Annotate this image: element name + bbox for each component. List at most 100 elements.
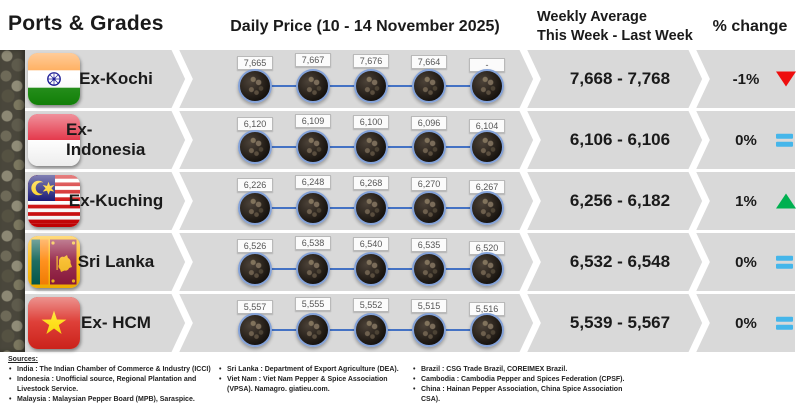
peppercorn-data-point-icon (238, 69, 272, 103)
price-value-label: 6,268 (353, 176, 389, 190)
source-item: Cambodia : Cambodia Pepper and Spices Fe… (412, 375, 642, 385)
source-item: India : The Indian Chamber of Commerce &… (8, 365, 213, 375)
equal-trend-icon (776, 133, 793, 147)
pct-change-value: 1% (735, 192, 757, 210)
pct-change-value: -1% (732, 70, 760, 88)
price-value-label: 7,676 (353, 54, 389, 68)
chevron-divider-icon (170, 289, 193, 357)
peppercorn-data-point-icon (470, 252, 504, 286)
price-row-ex-hcm: Ex- HCM 5,557 5,555 5,552 5,515 5,516 5,… (25, 289, 795, 357)
weekly-average-value: 6,106 - 6,106 (569, 130, 671, 149)
price-value-label: 7,665 (237, 56, 273, 70)
peppercorn-data-point-icon (470, 69, 504, 103)
sources-column-1: India : The Indian Chamber of Commerce &… (8, 365, 213, 406)
port-name: Ex-Indonesia (66, 120, 146, 159)
chevron-divider-icon (518, 167, 541, 235)
port-name: Sri Lanka (77, 252, 155, 271)
port-name: Ex-Kochi (79, 69, 153, 88)
sources-column-3: Brazil : CSG Trade Brazil, COREIMEX Braz… (412, 365, 642, 406)
pct-change-heading: % change (712, 18, 788, 35)
source-item: Brazil : CSG Trade Brazil, COREIMEX Braz… (412, 365, 642, 375)
peppercorn-data-point-icon (470, 313, 504, 347)
peppercorn-data-point-icon (412, 130, 446, 164)
peppercorn-data-point-icon (354, 191, 388, 225)
price-value-label: 7,664 (411, 55, 447, 69)
price-value-label: 5,515 (411, 299, 447, 313)
peppercorn-data-point-icon (296, 252, 330, 286)
weekly-average-value: 6,532 - 6,548 (569, 252, 671, 271)
down-trend-icon (776, 71, 796, 87)
up-trend-icon (776, 193, 796, 209)
price-value-label: 6,100 (353, 115, 389, 129)
peppercorn-data-point-icon (296, 69, 330, 103)
chevron-divider-icon (170, 228, 193, 296)
peppercorn-data-point-icon (238, 130, 272, 164)
source-item: China : Hainan Pepper Association, China… (412, 385, 642, 405)
price-value-label: 6,538 (295, 236, 331, 250)
peppercorn-data-point-icon (296, 191, 330, 225)
price-row-sri-lanka: Sri Lanka 6,526 6,538 6,540 6,535 6,520 … (25, 228, 795, 296)
chevron-divider-icon (518, 45, 541, 113)
price-value-label: 6,109 (295, 114, 331, 128)
weekly-average-line1: Weekly Average (537, 9, 647, 25)
price-value-label: 6,248 (295, 175, 331, 189)
peppercorn-photo-strip (0, 50, 25, 352)
peppercorn-data-point-icon (238, 252, 272, 286)
sources-column-2: Sri Lanka : Department of Export Agricul… (218, 365, 410, 395)
chevron-divider-icon (170, 45, 193, 113)
price-value-label: 5,555 (295, 297, 331, 311)
daily-price-sparkline: 5,557 5,555 5,552 5,515 5,516 (226, 294, 516, 352)
price-value-label: 6,096 (411, 116, 447, 130)
chevron-divider-icon (170, 106, 193, 174)
peppercorn-data-point-icon (238, 313, 272, 347)
daily-price-sparkline: 7,665 7,667 7,676 7,664 - (226, 50, 516, 108)
sources-label: Sources: (8, 356, 38, 363)
source-item: Malaysia : Malaysian Pepper Board (MPB),… (8, 395, 213, 405)
source-item: Viet Nam : Viet Nam Pepper & Spice Assoc… (218, 375, 410, 395)
chevron-divider-icon (170, 167, 193, 235)
peppercorn-data-point-icon (238, 191, 272, 225)
peppercorn-data-point-icon (412, 191, 446, 225)
peppercorn-data-point-icon (354, 252, 388, 286)
peppercorn-data-point-icon (354, 313, 388, 347)
peppercorn-data-point-icon (354, 69, 388, 103)
price-value-label: 6,226 (237, 178, 273, 192)
price-value-label: 6,120 (237, 117, 273, 131)
weekly-average-heading: Weekly Average This Week - Last Week (537, 8, 693, 46)
daily-price-sparkline: 6,120 6,109 6,100 6,096 6,104 (226, 111, 516, 169)
weekly-average-value: 5,539 - 5,567 (569, 313, 671, 332)
daily-price-sparkline: 6,226 6,248 6,268 6,270 6,267 (226, 172, 516, 230)
daily-price-sparkline: 6,526 6,538 6,540 6,535 6,520 (226, 233, 516, 291)
daily-price-heading: Daily Price (10 - 14 November 2025) (230, 18, 500, 35)
equal-trend-icon (776, 255, 793, 269)
price-value-label: 7,667 (295, 53, 331, 67)
india-flag-icon (28, 53, 80, 105)
price-value-label: 6,540 (353, 237, 389, 251)
price-row-ex-kochi: Ex-Kochi 7,665 7,667 7,676 7,664 - 7,668… (25, 45, 796, 113)
price-value-label: 5,557 (237, 300, 273, 314)
peppercorn-data-point-icon (412, 69, 446, 103)
peppercorn-data-point-icon (296, 130, 330, 164)
price-row-ex-indonesia: Ex-Indonesia 6,120 6,109 6,100 6,096 6,1… (25, 106, 795, 174)
price-value-label: 6,535 (411, 238, 447, 252)
pct-change-value: 0% (735, 314, 757, 332)
source-item: Indonesia : Unofficial source, Regional … (8, 375, 213, 395)
weekly-average-value: 6,256 - 6,182 (569, 191, 671, 210)
equal-trend-icon (776, 316, 793, 330)
source-item: Sri Lanka : Department of Export Agricul… (218, 365, 410, 375)
chevron-divider-icon (518, 228, 541, 296)
peppercorn-data-point-icon (412, 313, 446, 347)
price-value-label: 6,270 (411, 177, 447, 191)
weekly-average-line2: This Week - Last Week (537, 27, 693, 44)
peppercorn-data-point-icon (354, 130, 388, 164)
vietnam-flag-icon (28, 297, 80, 349)
sri-lanka-flag-icon (28, 236, 80, 288)
price-value-label: 6,526 (237, 239, 273, 253)
peppercorn-data-point-icon (470, 191, 504, 225)
peppercorn-data-point-icon (470, 130, 504, 164)
peppercorn-data-point-icon (412, 252, 446, 286)
pct-change-value: 0% (735, 253, 757, 271)
ports-grades-heading: Ports & Grades (8, 12, 164, 35)
indonesia-flag-icon (28, 114, 80, 166)
malaysia-flag-icon (28, 175, 80, 227)
